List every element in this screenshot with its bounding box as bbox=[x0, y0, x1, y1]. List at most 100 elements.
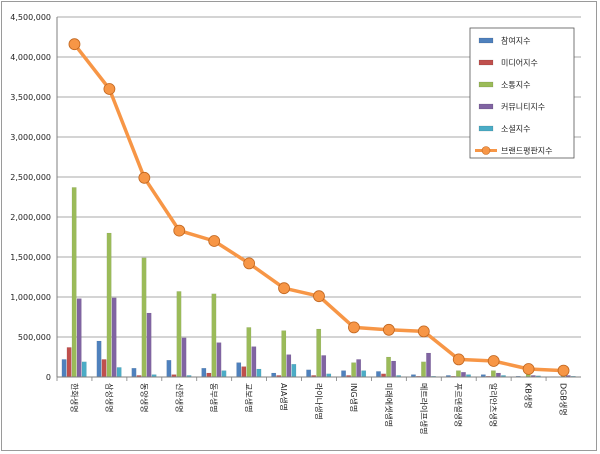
legend-label: 소셜지수 bbox=[501, 125, 530, 134]
legend-label: 참여지수 bbox=[501, 36, 530, 46]
legend-swatch-marker bbox=[481, 146, 491, 155]
bar bbox=[216, 342, 222, 378]
line-point bbox=[313, 290, 325, 303]
bar bbox=[321, 355, 327, 378]
bar bbox=[76, 298, 82, 378]
bar bbox=[271, 372, 277, 378]
legend-swatch bbox=[478, 37, 494, 44]
line-point bbox=[68, 38, 81, 51]
legend-box bbox=[469, 27, 575, 159]
line-point bbox=[557, 364, 570, 377]
legend-label: 커뮤니티지수 bbox=[501, 102, 545, 112]
y-tick-label: 4,000,000 bbox=[10, 53, 51, 62]
line-point bbox=[243, 257, 256, 270]
category-label: 알리안츠생명 bbox=[489, 383, 499, 427]
bar bbox=[101, 359, 107, 378]
bar bbox=[341, 370, 346, 378]
legend-label: 브랜드평판지수 bbox=[501, 146, 553, 156]
bar bbox=[391, 360, 396, 378]
bar bbox=[241, 366, 247, 378]
legend-label: 소통지수 bbox=[501, 81, 530, 90]
line-point bbox=[487, 355, 500, 367]
line-point bbox=[348, 321, 360, 334]
bar bbox=[106, 232, 112, 378]
bar bbox=[166, 360, 172, 378]
bar bbox=[316, 328, 322, 378]
bar bbox=[111, 297, 117, 378]
legend-swatch bbox=[478, 81, 494, 88]
bar bbox=[421, 361, 426, 378]
bar bbox=[141, 257, 147, 378]
y-tick-label: 500,000 bbox=[18, 333, 51, 342]
bar bbox=[206, 372, 212, 378]
bar bbox=[146, 312, 152, 378]
y-tick-label: 1,500,000 bbox=[10, 253, 51, 262]
bar bbox=[176, 291, 182, 378]
line-series bbox=[68, 38, 570, 377]
y-tick-label: 3,500,000 bbox=[10, 93, 51, 102]
y-tick-label: 1,000,000 bbox=[10, 293, 51, 302]
category-label: 동부생명 bbox=[209, 383, 219, 412]
line-point bbox=[382, 323, 395, 336]
category-label: KB생명 bbox=[524, 383, 534, 408]
bar bbox=[426, 352, 431, 378]
legend-swatch bbox=[478, 59, 494, 66]
bar bbox=[361, 370, 367, 378]
bar bbox=[131, 368, 137, 378]
bar bbox=[351, 362, 356, 378]
bar bbox=[496, 372, 501, 378]
bar bbox=[236, 362, 242, 378]
line-point bbox=[208, 235, 221, 247]
category-label: ING생명 bbox=[349, 383, 359, 412]
bar bbox=[456, 370, 461, 378]
line-point bbox=[173, 224, 186, 237]
legend-swatch bbox=[478, 125, 494, 132]
y-tick-label: 2,000,000 bbox=[10, 213, 51, 222]
bar bbox=[356, 359, 362, 378]
bar bbox=[211, 293, 217, 378]
category-label: 푸르덴셜생명 bbox=[454, 383, 464, 427]
bar bbox=[181, 337, 187, 378]
line-point bbox=[138, 171, 151, 184]
y-tick-label: 4,500,000 bbox=[10, 13, 51, 22]
y-tick-label: 0 bbox=[46, 373, 51, 382]
bar bbox=[81, 361, 87, 378]
legend-swatch bbox=[478, 103, 494, 110]
bar bbox=[376, 371, 381, 378]
bar bbox=[281, 330, 287, 378]
bar bbox=[461, 372, 466, 378]
category-label: 신한생명 bbox=[174, 383, 184, 412]
bar bbox=[71, 187, 77, 378]
bar bbox=[306, 369, 312, 378]
bar bbox=[246, 327, 252, 378]
bar bbox=[251, 346, 257, 378]
bar bbox=[386, 356, 391, 378]
category-label: DGB생명 bbox=[559, 383, 569, 416]
legend-label: 미디어지수 bbox=[501, 58, 538, 68]
bar bbox=[221, 370, 227, 378]
line-point bbox=[417, 325, 430, 338]
category-label: 라이나생명 bbox=[314, 383, 324, 420]
line-point bbox=[278, 282, 290, 295]
bar bbox=[66, 347, 72, 378]
y-tick-label: 2,500,000 bbox=[10, 173, 51, 182]
bar bbox=[286, 354, 292, 378]
bar-series bbox=[61, 187, 576, 378]
category-label: 삼성생명 bbox=[104, 383, 114, 412]
line-point bbox=[522, 363, 535, 375]
category-label: 동양생명 bbox=[139, 383, 149, 412]
y-tick-label: 3,000,000 bbox=[10, 133, 51, 142]
bar bbox=[61, 359, 67, 378]
category-label: 한화생명 bbox=[69, 383, 79, 412]
x-axis: 한화생명 삼성생명 동양생명 신한생명 동부생명 교보생명 AIA생명 라이나생명 ING생명 미… bbox=[56, 376, 581, 435]
line-point bbox=[452, 353, 465, 366]
bar bbox=[96, 340, 102, 378]
category-label: 메트라이프생명 bbox=[419, 383, 429, 435]
y-axis: 0 500,000 1,000,000 1,500,000 2,000,000 2,500… bbox=[10, 13, 58, 382]
line-point bbox=[103, 83, 116, 95]
category-label: 미래에셋생명 bbox=[384, 383, 394, 427]
category-label: AIA생명 bbox=[279, 383, 289, 411]
